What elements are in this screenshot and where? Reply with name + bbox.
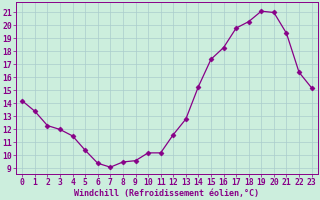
X-axis label: Windchill (Refroidissement éolien,°C): Windchill (Refroidissement éolien,°C): [75, 189, 260, 198]
